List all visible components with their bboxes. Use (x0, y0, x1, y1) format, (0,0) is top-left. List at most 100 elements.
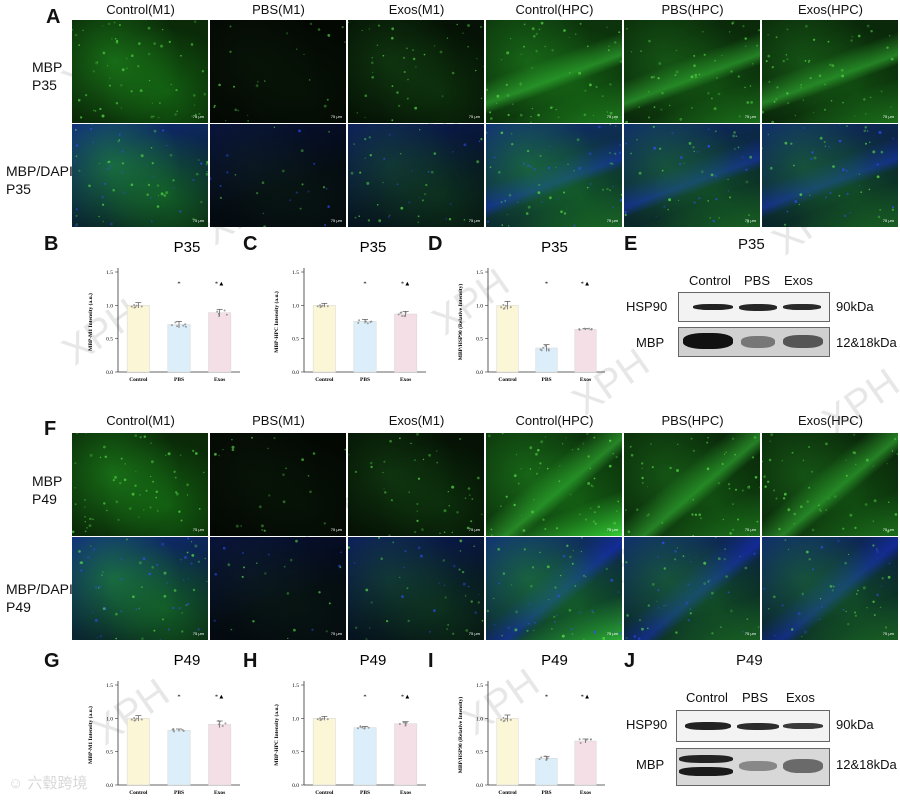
data-point (358, 319, 361, 322)
data-point (500, 306, 503, 309)
data-point (321, 304, 324, 307)
y-axis-label: MBP-M1 Intensity (a.u.) (87, 293, 94, 351)
x-tick-label: PBS (360, 377, 370, 383)
data-point (542, 346, 545, 349)
bar-chart-p49-m1: P49 MBP-M1 Intensity (a.u.) 0.0 0.5 1.0 1.5 Co… (87, 652, 240, 796)
bar (394, 313, 418, 373)
data-point (578, 738, 581, 741)
data-point (509, 306, 512, 309)
data-point (401, 314, 404, 317)
panel-label-g: G (44, 650, 60, 672)
row-label-mbp: MBP P35 (32, 59, 63, 93)
bar (394, 723, 418, 786)
bar (574, 740, 597, 786)
data-point (545, 758, 548, 761)
blot-strip-hsp90 (676, 710, 830, 742)
lane-label-control: Control (686, 690, 728, 705)
mbp-micrograph-m1-pbs: 75 μm (210, 20, 346, 123)
protein-label-hsp90: HSP90 (626, 299, 668, 314)
scale-bar-label: 75 μm (744, 527, 756, 532)
scale-bar-label: 75 μm (330, 631, 342, 636)
data-point (170, 324, 173, 327)
data-point (356, 727, 359, 730)
panel-label-j: J (624, 650, 636, 672)
column-title: Exos(M1) (388, 2, 445, 17)
data-point (140, 305, 143, 308)
y-tick-label: 0.0 (476, 783, 483, 789)
blot-strip-hsp90 (678, 292, 830, 322)
scale-bar-label: 75 μm (192, 114, 204, 119)
data-point (319, 717, 322, 720)
x-tick-label: PBS (541, 377, 551, 383)
mbp-dapi-micrograph-hpc-control: 75 μm (486, 124, 622, 227)
data-point (224, 722, 227, 725)
data-point (359, 725, 362, 728)
data-point (504, 304, 507, 307)
mbp-dapi-micrograph-hpc-exos: 75 μm (762, 124, 898, 227)
significance-marker: *▲ (215, 280, 225, 287)
y-tick-label: 1.0 (476, 716, 483, 722)
scale-bar-label: 75 μm (192, 527, 204, 532)
mbp-dapi-micrograph-m1-exos: 75 μm (348, 124, 484, 227)
x-tick-label: Control (498, 790, 517, 796)
data-point (326, 718, 329, 721)
chart-title: P49 (360, 652, 387, 669)
data-point (223, 309, 226, 312)
bar (496, 718, 519, 786)
mbp-dapi-micrograph-m1-control: 75 μm (72, 537, 208, 640)
data-point (540, 756, 543, 759)
y-tick-label: 0.5 (292, 750, 299, 756)
data-point (130, 718, 133, 721)
size-label-90kda: 90kDa (836, 299, 874, 314)
data-point (403, 721, 406, 724)
y-tick-label: 1.5 (292, 683, 299, 689)
data-point (184, 323, 187, 326)
bar (208, 312, 232, 373)
significance-marker: * (545, 693, 548, 700)
data-point (502, 720, 505, 723)
x-tick-label: Exos (214, 377, 225, 383)
data-point (590, 328, 593, 331)
x-tick-label: PBS (174, 790, 184, 796)
data-point (547, 348, 550, 351)
chart-title: P49 (174, 652, 201, 669)
column-title: PBS(HPC) (661, 413, 724, 428)
weibo-logo-icon: ☺ (8, 775, 24, 792)
logo: ☺ 六毂跨境 (8, 772, 88, 793)
data-point (130, 305, 133, 308)
data-point (140, 718, 143, 721)
size-label-12-18kda: 12&18kDa (836, 757, 897, 772)
protein-label-mbp: MBP (636, 757, 665, 772)
panel-label-b: B (44, 233, 59, 255)
data-point (316, 305, 319, 308)
data-point (539, 348, 542, 351)
y-tick-label: 1.5 (106, 683, 113, 689)
bar (126, 718, 150, 786)
size-label-90kda: 90kDa (836, 717, 874, 732)
row-label-mbp: MBP P49 (32, 473, 63, 507)
significance-marker: * (177, 693, 180, 700)
data-point (217, 720, 220, 723)
x-tick-label: Control (315, 377, 334, 383)
size-label-12-18kda: 12&18kDa (836, 335, 897, 350)
data-point (403, 315, 406, 318)
western-blot-title: P35 (738, 236, 765, 253)
significance-marker: *▲ (401, 693, 411, 700)
data-point (316, 718, 319, 721)
x-tick-label: Exos (400, 377, 411, 383)
lane-label-control: Control (689, 273, 731, 288)
y-tick-label: 1.5 (476, 270, 483, 276)
lane-label-exos: Exos (784, 273, 813, 288)
y-tick-label: 0.0 (106, 783, 113, 789)
mbp-micrograph-m1-exos: 75 μm (348, 433, 484, 536)
logo-text: 六毂跨境 (27, 775, 88, 792)
y-tick-label: 0.5 (106, 337, 113, 343)
bar (574, 329, 597, 373)
mbp-micrograph-hpc-control: 75 μm (486, 433, 622, 536)
data-point (400, 311, 403, 314)
x-tick-label: Control (498, 377, 517, 383)
mbp-micrograph-hpc-exos: 75 μm (762, 20, 898, 123)
data-point (579, 741, 582, 744)
scale-bar-label: 75 μm (330, 527, 342, 532)
panel-label-i: I (428, 650, 434, 672)
